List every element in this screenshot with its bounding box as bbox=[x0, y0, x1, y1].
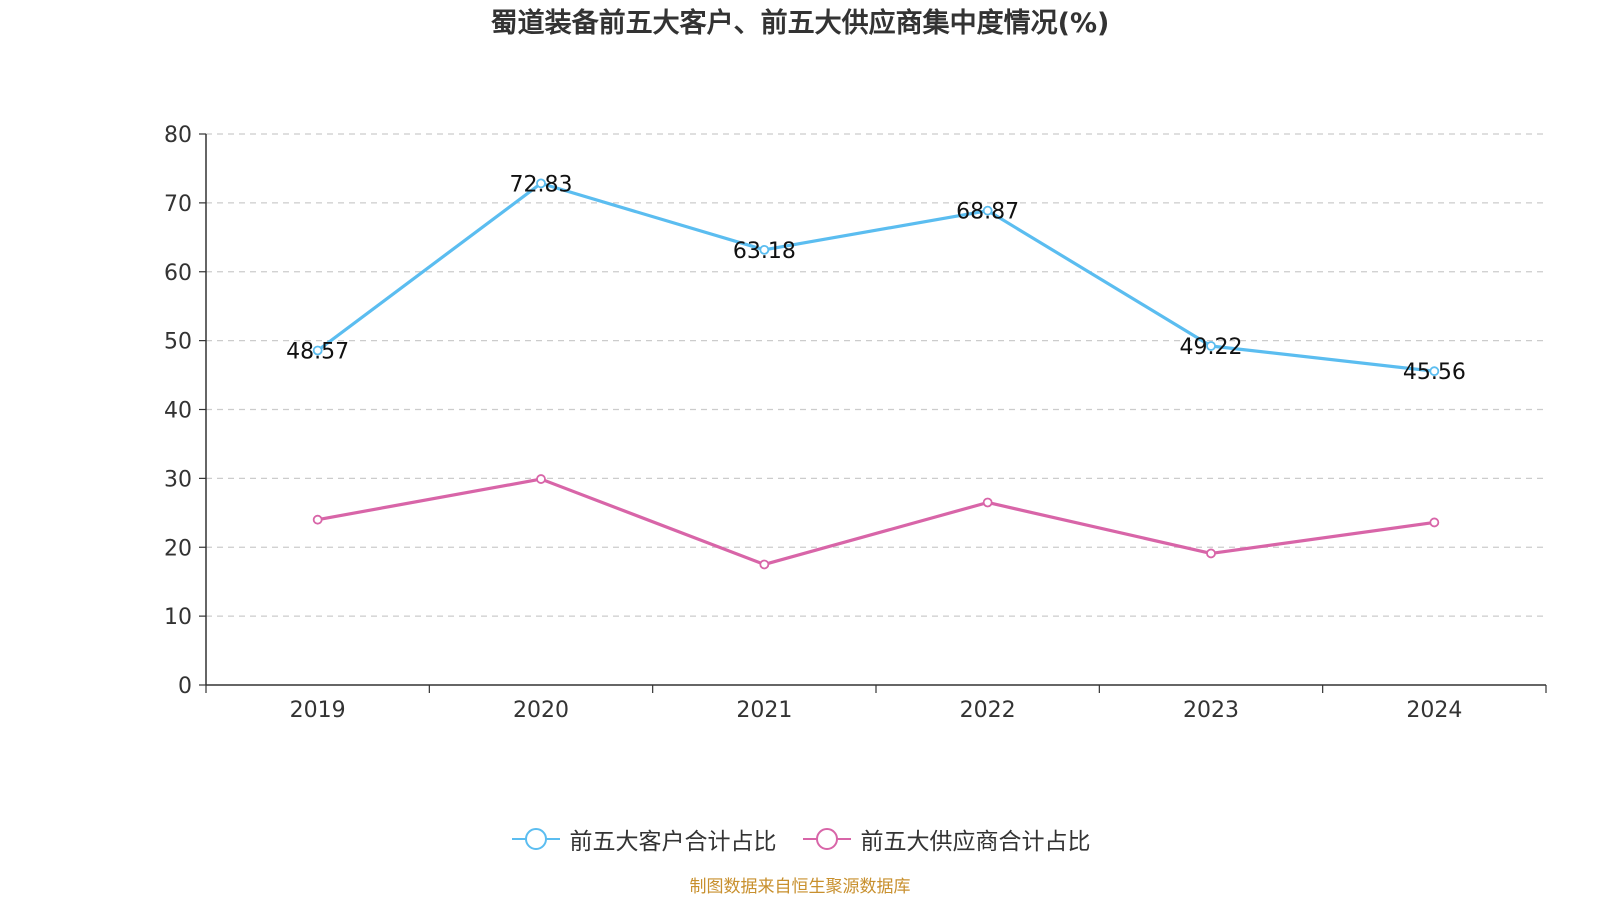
x-tick-label: 2022 bbox=[960, 698, 1016, 723]
data-label: 49.22 bbox=[1180, 335, 1243, 360]
data-label: 63.18 bbox=[733, 239, 796, 264]
y-tick-label: 50 bbox=[164, 330, 192, 355]
y-tick-label: 10 bbox=[164, 605, 192, 630]
y-tick-label: 80 bbox=[164, 123, 192, 148]
x-tick-label: 2023 bbox=[1183, 698, 1239, 723]
legend-suppliers-label: 前五大供应商合计占比 bbox=[860, 829, 1091, 855]
data-point bbox=[1206, 341, 1216, 351]
x-tick-label: 2019 bbox=[290, 698, 346, 723]
data-label: 72.83 bbox=[510, 172, 573, 197]
legend-item-customers[interactable]: 前五大客户合计占比 bbox=[510, 822, 777, 856]
data-point bbox=[982, 497, 993, 508]
y-tick-label: 0 bbox=[178, 674, 192, 699]
legend-customers-label: 前五大客户合计占比 bbox=[569, 829, 777, 855]
series-line-2 bbox=[317, 477, 1435, 567]
legend-suppliers-icon bbox=[802, 828, 851, 850]
grid-lines bbox=[206, 133, 1546, 617]
series-lines bbox=[312, 178, 1440, 570]
data-point bbox=[759, 244, 770, 255]
data-point bbox=[536, 178, 546, 189]
series-line-1 bbox=[316, 181, 1435, 373]
y-tick-label: 20 bbox=[164, 536, 192, 561]
legend: 前五大客户合计占比 前五大供应商合计占比 bbox=[0, 822, 1600, 856]
y-tick-label: 40 bbox=[164, 399, 192, 424]
x-tick-label: 2021 bbox=[736, 698, 792, 723]
data-point bbox=[1206, 548, 1216, 559]
legend-item-suppliers[interactable]: 前五大供应商合计占比 bbox=[801, 822, 1091, 856]
y-tick-label: 70 bbox=[164, 192, 192, 217]
data-point bbox=[312, 514, 323, 525]
data-point bbox=[1429, 366, 1440, 377]
y-tick-label: 60 bbox=[164, 261, 192, 286]
legend-customers-icon bbox=[511, 828, 560, 850]
data-labels: 48.57 72.83 63.18 68.87 49.22 45.56 bbox=[286, 172, 1466, 385]
data-source-note: 制图数据来自恒生聚源数据库 bbox=[689, 877, 911, 897]
data-point bbox=[536, 474, 546, 484]
data-label: 48.57 bbox=[286, 339, 349, 364]
axes: 0 10 20 30 40 50 60 70 80 2019 2020 2021 2022 2023 202… bbox=[164, 123, 1547, 723]
data-label: 68.87 bbox=[956, 200, 1019, 225]
data-point bbox=[759, 559, 770, 570]
data-point bbox=[982, 205, 993, 216]
data-point bbox=[312, 345, 323, 356]
data-label: 45.56 bbox=[1403, 360, 1466, 385]
x-tick-label: 2020 bbox=[513, 698, 569, 723]
data-point bbox=[1429, 517, 1440, 528]
x-tick-label: 2024 bbox=[1406, 698, 1462, 723]
y-tick-label: 30 bbox=[164, 467, 192, 492]
chart-title: 蜀道装备前五大客户、前五大供应商集中度情况(%) bbox=[490, 8, 1110, 39]
